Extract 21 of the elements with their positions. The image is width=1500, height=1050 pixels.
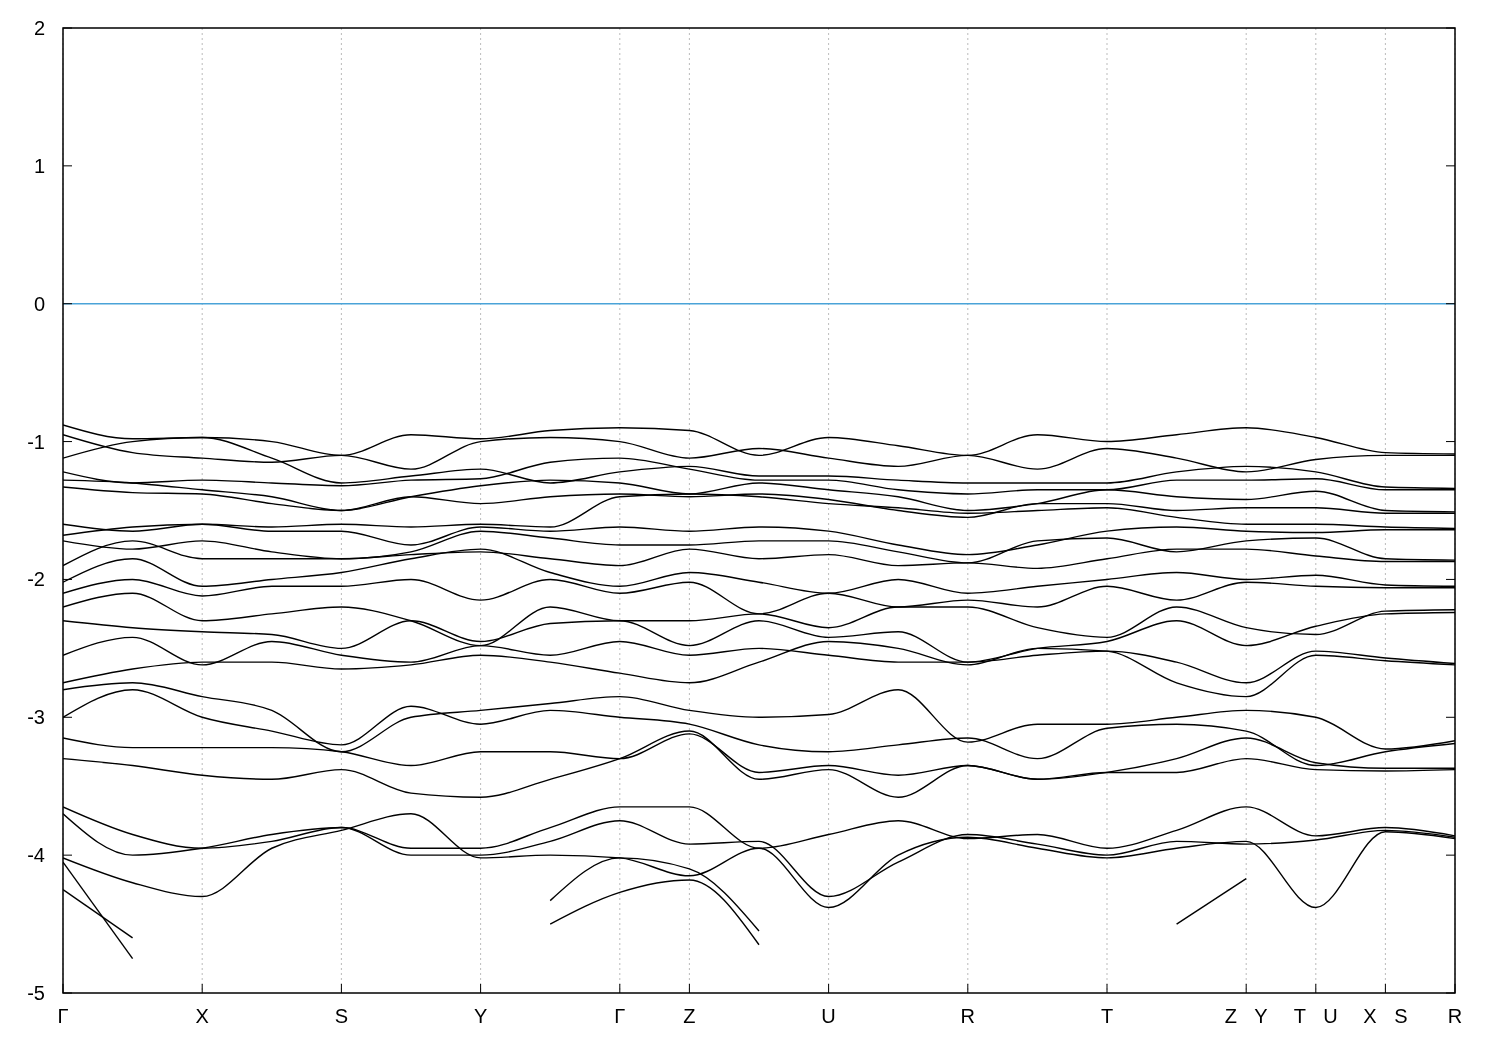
y-tick-label: -1 <box>27 430 45 453</box>
x-tick-label: S <box>334 1005 349 1027</box>
x-tick-label: X <box>195 1005 209 1027</box>
y-tick-label: -3 <box>27 706 45 729</box>
y-tick-label: -2 <box>27 568 45 591</box>
y-tick-label: -5 <box>27 982 45 1004</box>
x-tick-label: Z Y <box>1224 1005 1268 1027</box>
x-tick-label: R <box>1447 1005 1463 1027</box>
x-tick-label: Γ <box>614 1005 626 1027</box>
x-tick-label: Γ <box>57 1005 69 1027</box>
y-tick-label: -4 <box>27 844 45 867</box>
y-tick-label: 0 <box>33 292 45 315</box>
x-tick-label: T <box>1100 1005 1114 1027</box>
y-tick-label: 1 <box>33 154 45 177</box>
x-tick-label: Y <box>473 1005 488 1027</box>
x-tick-label: U <box>821 1005 836 1027</box>
y-tick-label: 2 <box>33 17 45 39</box>
x-tick-label: T U <box>1293 1005 1338 1027</box>
x-tick-label: Z <box>683 1005 696 1027</box>
x-tick-label: X S <box>1363 1005 1408 1027</box>
x-tick-label: R <box>960 1005 976 1027</box>
